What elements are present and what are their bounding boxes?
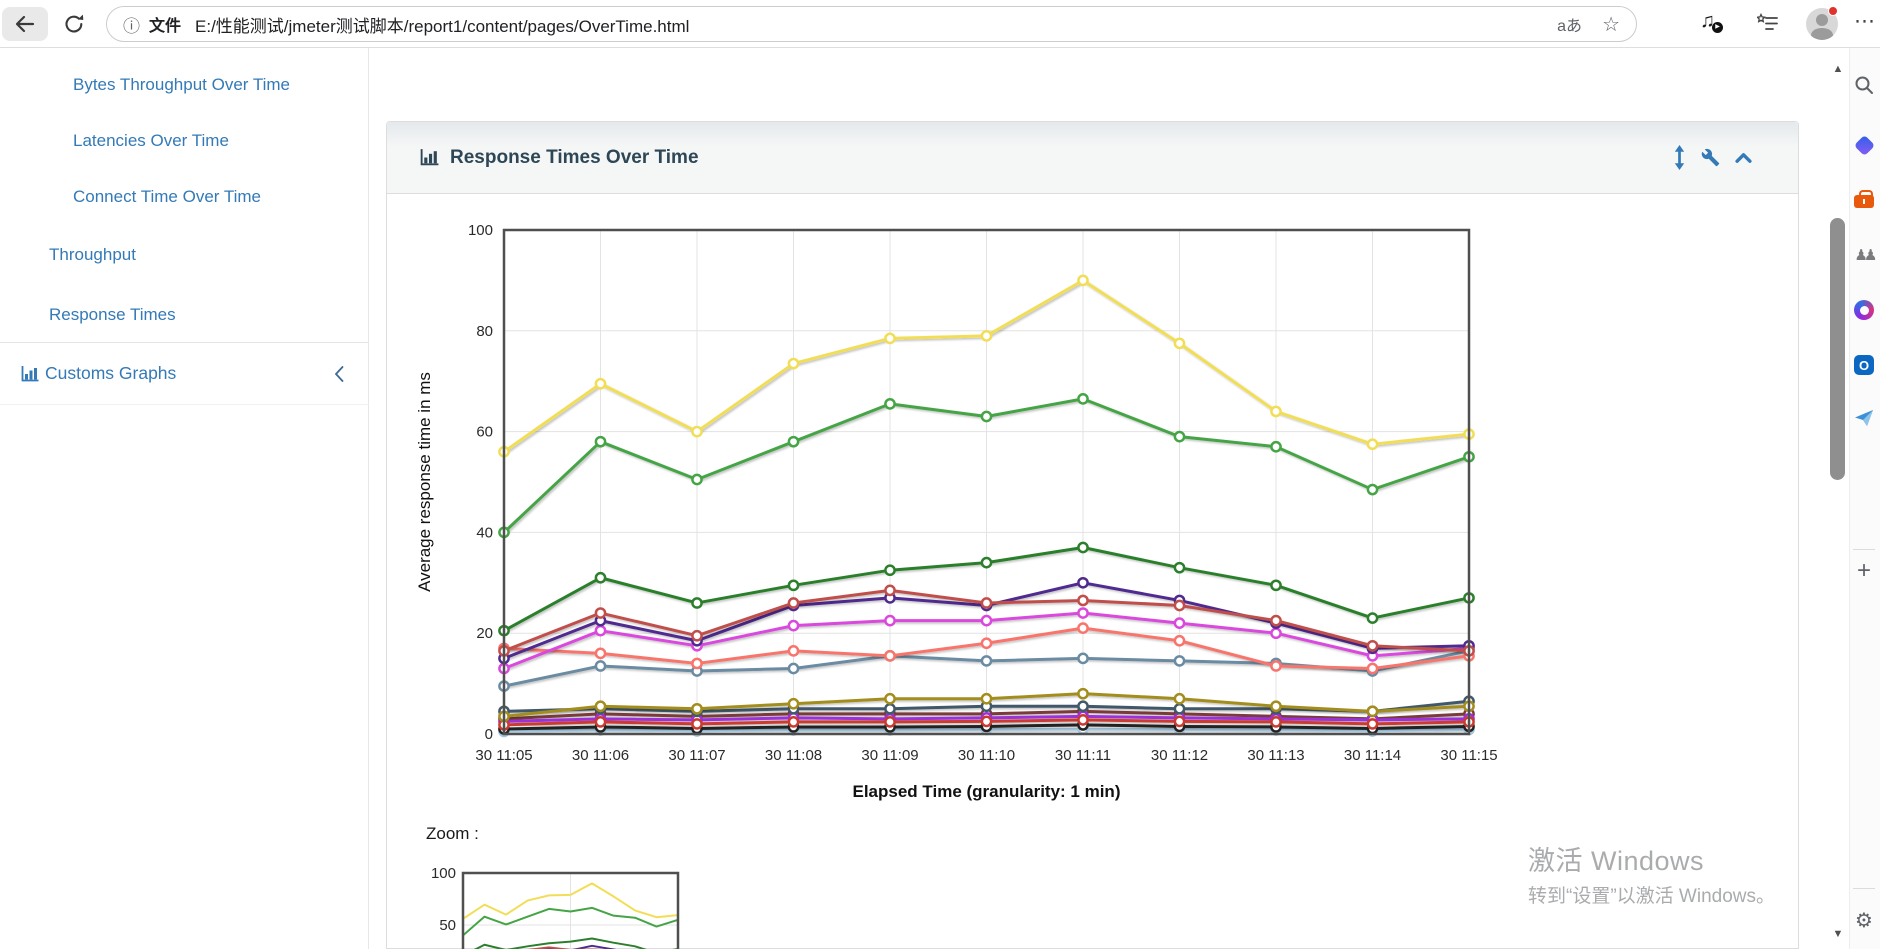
resize-vertical-icon[interactable] (1673, 145, 1686, 170)
sidebar-item-latencies-over-time[interactable]: Latencies Over Time (73, 131, 229, 150)
rail-divider-bottom (1853, 888, 1875, 889)
media-play-badge: ▶ (1712, 22, 1723, 33)
sidebar-item-throughput[interactable]: Throughput (49, 245, 136, 264)
panel-title: Response Times Over Time (450, 146, 699, 168)
add-sidebar-item-icon[interactable]: + (1856, 557, 1871, 584)
profile-avatar[interactable] (1806, 8, 1838, 40)
svg-text:30 11:09: 30 11:09 (861, 747, 918, 764)
report-sidebar: Bytes Throughput Over Time Latencies Ove… (0, 48, 369, 949)
svg-text:30 11:07: 30 11:07 (668, 747, 725, 764)
svg-text:30 11:11: 30 11:11 (1055, 747, 1111, 764)
svg-text:50: 50 (439, 917, 456, 934)
media-control-icon[interactable]: ♫ ▶ (1700, 10, 1723, 33)
svg-text:30 11:14: 30 11:14 (1344, 747, 1401, 764)
svg-text:30 11:10: 30 11:10 (958, 747, 1015, 764)
svg-text:30 11:08: 30 11:08 (765, 747, 822, 764)
browser-menu-icon[interactable]: ⋯ (1854, 10, 1875, 33)
drop-paper-plane-icon[interactable] (1852, 406, 1876, 430)
search-icon[interactable] (1852, 73, 1876, 97)
music-note-glyph: ♫ (1700, 10, 1715, 32)
svg-text:100: 100 (431, 865, 456, 882)
url-text[interactable]: E:/性能测试/jmeter测试脚本/report1/content/pages… (195, 16, 690, 36)
tools-toolbox-icon[interactable] (1852, 189, 1876, 213)
profile-notification-dot (1828, 6, 1838, 16)
svg-text:30 11:12: 30 11:12 (1151, 747, 1208, 764)
scrollbar-thumb[interactable] (1830, 218, 1845, 480)
svg-text:30 11:15: 30 11:15 (1440, 747, 1497, 764)
url-scheme-label: 文件 (149, 18, 182, 35)
svg-text:60: 60 (476, 424, 493, 441)
sidebar-item-response-times[interactable]: Response Times (49, 305, 176, 324)
svg-text:Elapsed Time (granularity: 1 m: Elapsed Time (granularity: 1 min) (853, 782, 1121, 801)
refresh-icon[interactable] (62, 12, 86, 36)
back-arrow-icon (15, 15, 35, 33)
chevron-left-icon[interactable] (333, 365, 345, 383)
avatar-head (1816, 14, 1828, 26)
sidebar-settings-gear-icon[interactable]: ⚙ (1855, 909, 1873, 932)
svg-text:80: 80 (476, 323, 493, 340)
svg-text:Average response time in ms: Average response time in ms (415, 372, 434, 592)
browser-toolbar: ⓘ 文件 E:/性能测试/jmeter测试脚本/report1/content/… (0, 0, 1880, 48)
avatar-body (1811, 28, 1833, 40)
svg-text:0: 0 (485, 726, 493, 743)
svg-text:20: 20 (476, 625, 493, 642)
response-times-over-time-panel: Response Times Over Time (386, 121, 1799, 949)
response-times-line-chart: 0 20 40 60 80 100 30 11:05 30 11:06 30 11:07 30 1… (415, 222, 1498, 801)
shopping-tag-icon[interactable] (1852, 133, 1876, 157)
panel-heading: Response Times Over Time (387, 122, 1798, 194)
windows-activation-watermark-subtitle: 转到“设置”以激活 Windows。 (1528, 886, 1776, 907)
games-pawns-icon[interactable]: ♟♟ (1854, 247, 1878, 264)
svg-text:30 11:13: 30 11:13 (1247, 747, 1304, 764)
sidebar-divider (0, 342, 369, 343)
zoom-section-label: Zoom : (426, 824, 479, 843)
address-bar[interactable]: ⓘ 文件 E:/性能测试/jmeter测试脚本/report1/content/… (106, 6, 1637, 42)
microsoft-365-icon[interactable] (1852, 298, 1876, 322)
svg-text:30 11:06: 30 11:06 (572, 747, 629, 764)
translate-icon[interactable]: aあ (1557, 18, 1583, 35)
outlook-icon[interactable]: O (1852, 353, 1876, 377)
svg-text:40: 40 (476, 524, 493, 541)
page-info-icon[interactable]: ⓘ (123, 16, 140, 36)
bar-chart-icon (21, 365, 39, 381)
chart-title-icon (420, 149, 439, 166)
rail-divider (1853, 549, 1875, 550)
svg-text:30 11:05: 30 11:05 (475, 747, 532, 764)
sidebar-item-connect-time-over-time[interactable]: Connect Time Over Time (73, 187, 262, 206)
zoom-overview-chart[interactable]: 100 50 (420, 860, 720, 949)
scrollbar-down-arrow[interactable]: ▼ (1832, 928, 1844, 940)
settings-wrench-icon[interactable] (1701, 148, 1720, 167)
edge-sidebar-rail (1849, 48, 1880, 949)
svg-text:100: 100 (468, 222, 493, 239)
sidebar-item-customs-graphs[interactable]: Customs Graphs (0, 343, 369, 405)
sidebar-item-label: Customs Graphs (45, 363, 177, 383)
windows-activation-watermark-title: 激活 Windows (1528, 846, 1705, 876)
sidebar-item-bytes-throughput-over-time[interactable]: Bytes Throughput Over Time (73, 75, 291, 94)
scrollbar-up-arrow[interactable]: ▲ (1832, 63, 1844, 75)
favorite-star-icon[interactable]: ☆ (1602, 13, 1620, 36)
collapse-chevron-up-icon[interactable] (1735, 152, 1752, 163)
collections-icon[interactable] (1757, 13, 1779, 35)
